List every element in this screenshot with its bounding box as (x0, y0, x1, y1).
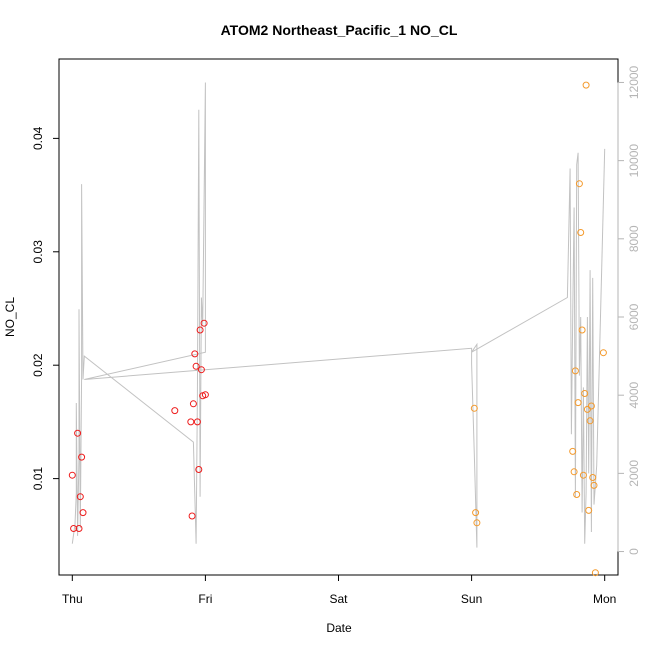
data-point-red (68, 471, 76, 479)
data-point-orange (599, 349, 607, 357)
data-point-red (75, 525, 83, 532)
y-axis-right: 0 2000 4000 6000 8000 10000 12000 (617, 65, 641, 555)
data-point-orange (473, 519, 481, 527)
x-tick-label: Sun (461, 592, 482, 606)
data-point-red (189, 400, 197, 408)
chart-title: ATOM2 Northeast_Pacific_1 NO_CL (221, 22, 458, 38)
data-point-red (196, 326, 204, 334)
y2-tick-label: 4000 (627, 382, 641, 409)
data-point-orange (575, 180, 583, 188)
data-point-orange (579, 471, 587, 479)
data-point-orange (472, 509, 480, 517)
data-point-red (70, 525, 78, 532)
y-axis-left: 0.01 0.02 0.03 0.04 (31, 126, 60, 491)
data-point-red (197, 366, 205, 374)
y-axis-title: NO_CL (3, 297, 17, 337)
data-point-orange (590, 481, 598, 489)
data-point-red (200, 319, 208, 327)
data-point-orange (570, 468, 578, 476)
data-point-red (188, 512, 196, 520)
data-point-orange (585, 506, 593, 514)
data-point-orange (587, 402, 595, 410)
data-point-orange (582, 81, 590, 89)
data-point-red (79, 509, 87, 517)
data-point-orange (589, 474, 597, 481)
secondary-line (71, 82, 606, 548)
x-tick-label: Sat (329, 592, 348, 606)
data-point-orange (591, 569, 599, 577)
y-tick-label: 0.01 (31, 467, 45, 491)
data-point-orange (583, 405, 591, 413)
data-point-orange (578, 326, 586, 334)
secondary-series-line (71, 82, 606, 548)
y2-tick-label: 0 (627, 548, 641, 555)
y2-tick-label: 12000 (627, 65, 641, 99)
y-tick-label: 0.03 (31, 240, 45, 264)
data-point-red (192, 362, 200, 370)
y2-tick-label: 8000 (627, 225, 641, 252)
y2-tick-label: 10000 (627, 144, 641, 178)
data-point-red (191, 350, 199, 358)
y2-tick-label: 6000 (627, 303, 641, 330)
y2-tick-label: 2000 (627, 460, 641, 487)
x-tick-label: Mon (593, 592, 616, 606)
x-axis: Thu Fri Sat Sun Mon (62, 574, 616, 606)
y-tick-label: 0.04 (31, 126, 45, 150)
data-point-red (193, 418, 201, 426)
x-tick-label: Thu (62, 592, 83, 606)
data-point-red (171, 407, 179, 415)
data-point-red (74, 429, 82, 437)
data-point-orange (470, 404, 478, 412)
data-point-orange (571, 367, 579, 375)
data-point-orange (581, 390, 589, 397)
data-point-orange (577, 229, 585, 236)
x-tick-label: Fri (198, 592, 212, 606)
data-point-red (78, 453, 86, 461)
data-point-orange (569, 447, 577, 455)
data-point-red (195, 466, 203, 473)
data-point-orange (574, 399, 582, 407)
data-point-red (201, 391, 209, 399)
data-point-red (187, 418, 195, 426)
data-point-orange (573, 491, 581, 498)
data-point-orange (586, 417, 594, 425)
data-points (68, 81, 607, 577)
data-point-red (76, 493, 84, 501)
x-axis-title: Date (326, 621, 352, 635)
y-tick-label: 0.02 (31, 353, 45, 377)
